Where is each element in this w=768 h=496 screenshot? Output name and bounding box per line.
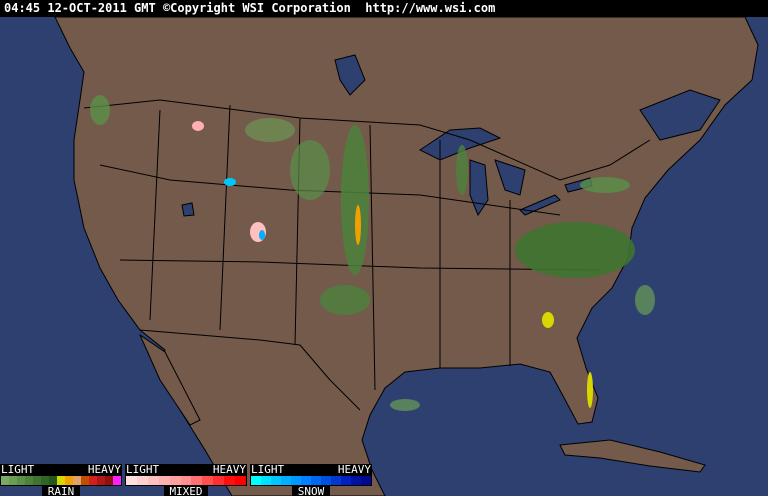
legend-swatch — [331, 476, 341, 485]
timestamp: 04:45 12-OCT-2011 GMT — [4, 1, 156, 15]
legend-swatch — [41, 476, 49, 485]
heavy-rain-plains — [355, 205, 361, 245]
legend-swatch — [57, 476, 65, 485]
state-line — [219, 104, 231, 331]
state-line — [369, 124, 376, 391]
rain-area-mid-atlantic — [515, 222, 635, 278]
legend-light-label: LIGHT — [1, 463, 35, 476]
legend-swatch — [49, 476, 57, 485]
legend-name: RAIN — [42, 486, 80, 496]
radar-map — [54, 17, 759, 496]
legend-color-scale — [125, 475, 247, 486]
rain-area-washington — [90, 95, 110, 125]
legend-swatch — [213, 476, 225, 485]
legend-swatch — [235, 476, 246, 485]
rain-area-montana — [245, 118, 295, 142]
great-salt-lake — [181, 202, 195, 217]
north-america-land — [54, 17, 759, 496]
legend-color-scale — [250, 475, 372, 486]
legend-swatch — [73, 476, 81, 485]
legend-swatch — [321, 476, 331, 485]
land — [54, 17, 759, 496]
legend-heavy-label: HEAVY — [87, 463, 121, 476]
heavy-rain-florida — [587, 372, 593, 408]
legend-swatch — [301, 476, 311, 485]
legend-mixed: LIGHT HEAVY MIXED — [125, 464, 247, 496]
lake-winnipeg — [334, 54, 366, 96]
legend-swatch — [33, 476, 41, 485]
heavy-rain-georgia — [542, 312, 554, 328]
snow-area-wyoming — [224, 178, 236, 186]
snow-area-colorado — [259, 230, 265, 240]
cuba — [559, 439, 706, 473]
legend-swatch — [97, 476, 105, 485]
us-mexico-border — [139, 329, 361, 411]
legend-swatch — [271, 476, 281, 485]
rain-area-new-york — [580, 177, 630, 193]
legend-name: MIXED — [164, 486, 208, 496]
legend-swatch — [105, 476, 113, 485]
legend-light-label: LIGHT — [126, 463, 160, 476]
rain-area-oklahoma — [320, 285, 370, 315]
precipitation — [90, 95, 655, 411]
state-line — [99, 164, 561, 216]
legend-swatch — [191, 476, 203, 485]
legend-swatch — [351, 476, 361, 485]
legend-swatch — [65, 476, 73, 485]
legend-swatch — [81, 476, 89, 485]
legend-swatch — [224, 476, 236, 485]
rain-area-dakotas — [290, 140, 330, 200]
legend-swatch — [251, 476, 261, 485]
legend-heavy-label: HEAVY — [337, 463, 371, 476]
legend-swatch — [180, 476, 192, 485]
lake-huron — [494, 159, 526, 196]
legend-snow: LIGHT HEAVY SNOW — [250, 464, 372, 496]
borders — [83, 99, 651, 411]
legend-light-label: LIGHT — [251, 463, 285, 476]
legend-swatch — [202, 476, 214, 485]
legend-swatch — [169, 476, 181, 485]
lake-erie — [519, 194, 561, 216]
lake-michigan — [469, 159, 489, 217]
legend-swatch — [89, 476, 97, 485]
legend-swatch — [341, 476, 351, 485]
state-line — [149, 109, 161, 321]
legend-swatch — [126, 476, 137, 485]
legend-swatch — [17, 476, 25, 485]
rain-area-michigan — [456, 145, 468, 195]
legend-swatch — [1, 476, 9, 485]
legend-swatch — [261, 476, 271, 485]
legend-heavy-label: HEAVY — [212, 463, 246, 476]
legend-color-scale — [0, 475, 122, 486]
legend-swatch — [311, 476, 321, 485]
mixed-area-idaho — [192, 121, 204, 131]
legend-swatch — [361, 476, 371, 485]
us-canada-border — [83, 99, 651, 181]
legend-swatch — [25, 476, 33, 485]
rain-area-plains — [341, 125, 369, 275]
legend-swatch — [147, 476, 159, 485]
legend-swatch — [281, 476, 291, 485]
rain-area-atlantic — [635, 285, 655, 315]
source-url: http://www.wsi.com — [365, 1, 496, 15]
legend-swatch — [113, 476, 121, 485]
legend-swatch — [9, 476, 17, 485]
legend-swatch — [158, 476, 170, 485]
rain-area-gulf — [390, 399, 420, 411]
legend-rain: LIGHT HEAVY RAIN — [0, 464, 122, 496]
legend-swatch — [136, 476, 148, 485]
legend-name: SNOW — [292, 486, 330, 496]
copyright: ©Copyright WSI Corporation — [162, 1, 351, 15]
header-bar: 04:45 12-OCT-2011 GMT ©Copyright WSI Cor… — [0, 0, 768, 17]
gulf-st-lawrence — [639, 89, 721, 141]
legend-swatch — [291, 476, 301, 485]
baja — [138, 333, 201, 426]
